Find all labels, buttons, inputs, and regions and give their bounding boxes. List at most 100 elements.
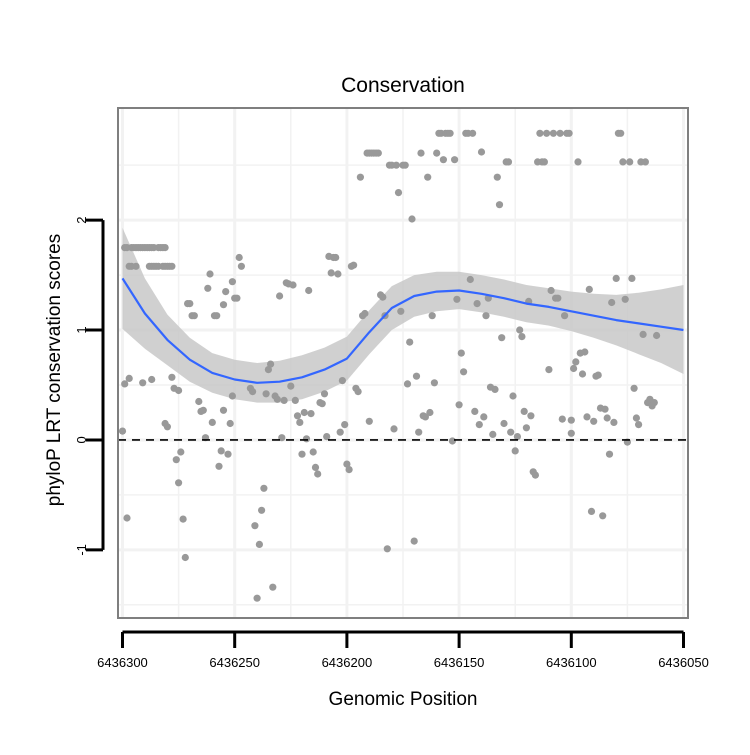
- data-point: [264, 366, 272, 374]
- data-point: [410, 537, 418, 545]
- data-point: [570, 364, 578, 373]
- data-point: [572, 358, 580, 366]
- data-point: [520, 407, 528, 415]
- data-point: [190, 312, 198, 320]
- data-point: [213, 312, 221, 320]
- data-point: [311, 463, 320, 471]
- data-point: [403, 380, 412, 388]
- data-point: [554, 294, 562, 302]
- data-point: [635, 421, 643, 429]
- data-point: [204, 284, 212, 292]
- data-point: [473, 300, 481, 308]
- data-point: [480, 413, 488, 421]
- data-point: [206, 270, 214, 278]
- data-point: [374, 149, 382, 157]
- data-point: [233, 294, 241, 302]
- data-point: [320, 390, 329, 398]
- data-point: [628, 274, 636, 282]
- data-point: [536, 129, 544, 137]
- y-tick-label: 1: [74, 326, 89, 333]
- data-point: [302, 435, 311, 443]
- x-tick-label: 6436200: [322, 655, 373, 670]
- data-point: [305, 286, 313, 295]
- data-point: [493, 173, 501, 181]
- data-point: [565, 129, 573, 137]
- data-point: [460, 368, 468, 376]
- data-point: [237, 262, 245, 270]
- data-point: [334, 270, 342, 278]
- data-point: [327, 269, 335, 277]
- data-point: [383, 545, 391, 553]
- data-point: [495, 201, 504, 209]
- data-point: [471, 407, 479, 415]
- data-point: [394, 189, 403, 197]
- data-point: [217, 447, 225, 455]
- data-point: [289, 281, 297, 289]
- data-point: [412, 372, 421, 380]
- data-point: [186, 300, 194, 308]
- confidence-band: [122, 227, 684, 403]
- data-point: [406, 338, 414, 346]
- data-point: [567, 429, 575, 437]
- data-point: [583, 413, 591, 421]
- y-tick-label: -1: [74, 544, 89, 556]
- data-point: [430, 379, 438, 387]
- data-point: [195, 397, 203, 406]
- data-point: [599, 512, 607, 520]
- data-point: [477, 148, 486, 156]
- data-point: [507, 428, 515, 436]
- data-point: [228, 392, 236, 400]
- data-point: [574, 158, 582, 166]
- scatter-points: [118, 129, 661, 602]
- data-point: [260, 484, 268, 492]
- x-tick-label: 6436300: [97, 655, 148, 670]
- data-point: [561, 312, 569, 320]
- data-point: [455, 401, 463, 409]
- data-point: [513, 433, 522, 441]
- smooth-line: [121, 277, 684, 384]
- data-point: [269, 583, 277, 591]
- data-point: [617, 129, 625, 137]
- data-point: [641, 158, 650, 166]
- data-point: [336, 428, 344, 436]
- x-tick-label: 6436050: [658, 655, 709, 670]
- data-point: [215, 462, 223, 470]
- data-point: [356, 173, 364, 181]
- data-point: [630, 384, 638, 392]
- data-point: [390, 425, 398, 433]
- data-point: [392, 161, 400, 169]
- data-point: [482, 312, 490, 320]
- data-point: [296, 418, 304, 426]
- data-point: [298, 450, 306, 458]
- y-tick-label: 2: [74, 216, 89, 223]
- data-point: [446, 129, 454, 137]
- data-point: [601, 405, 609, 413]
- data-point: [511, 447, 519, 455]
- data-point: [522, 424, 531, 432]
- data-point: [300, 408, 308, 417]
- y-axis-label: phyloP LRT conservation scores: [44, 234, 65, 507]
- data-point: [287, 382, 295, 390]
- data-point: [451, 156, 459, 164]
- data-point: [323, 433, 331, 441]
- data-point: [567, 416, 575, 424]
- data-point: [632, 414, 641, 422]
- data-point: [267, 360, 275, 368]
- data-point: [408, 215, 416, 223]
- data-point: [235, 253, 243, 262]
- data-point: [181, 553, 189, 562]
- data-point: [179, 515, 187, 523]
- data-point: [219, 301, 228, 309]
- data-point: [448, 437, 456, 445]
- data-point: [172, 456, 180, 464]
- data-point: [121, 380, 129, 388]
- data-point: [350, 261, 358, 269]
- data-point: [590, 417, 598, 425]
- data-point: [253, 594, 261, 602]
- y-tick-label: 0: [74, 436, 89, 443]
- data-point: [365, 417, 373, 425]
- data-point: [318, 400, 326, 408]
